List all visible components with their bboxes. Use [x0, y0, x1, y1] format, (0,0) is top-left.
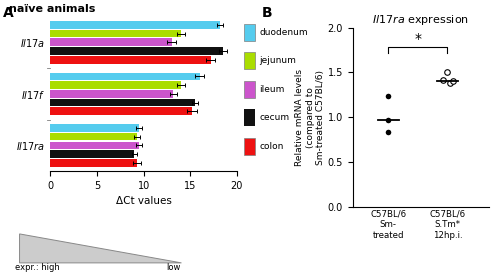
Y-axis label: Relative mRNA levels
(compared to
Sm-treated C57BL/6): Relative mRNA levels (compared to Sm-tre… — [295, 69, 325, 166]
Bar — [50, 73, 200, 80]
Text: jejunum: jejunum — [259, 56, 296, 65]
X-axis label: ΔCt values: ΔCt values — [116, 197, 171, 206]
Point — [450, 79, 458, 84]
Bar — [243, 109, 255, 126]
Bar — [50, 47, 223, 55]
Bar — [50, 81, 181, 89]
Bar — [243, 81, 255, 98]
Text: B: B — [262, 6, 273, 20]
Text: A: A — [3, 6, 13, 20]
Text: ileum: ileum — [259, 85, 284, 94]
Bar — [50, 150, 134, 158]
Bar — [50, 56, 211, 63]
Bar — [50, 124, 139, 132]
Text: cecum: cecum — [259, 113, 289, 122]
Point — [384, 94, 392, 98]
Bar — [50, 99, 195, 106]
Point — [444, 70, 452, 75]
Text: naïve animals: naïve animals — [10, 4, 96, 14]
Bar — [50, 38, 171, 46]
Bar — [243, 138, 255, 155]
Point — [447, 81, 455, 86]
Bar — [50, 159, 137, 167]
Bar — [50, 142, 139, 149]
Bar — [50, 30, 181, 38]
Text: duodenum: duodenum — [259, 28, 307, 36]
Point — [384, 129, 392, 134]
Text: colon: colon — [259, 142, 283, 151]
Title: $\mathit{Il17ra}$ expression: $\mathit{Il17ra}$ expression — [372, 14, 469, 27]
Bar — [243, 52, 255, 69]
Bar — [50, 107, 192, 115]
Text: low: low — [166, 263, 180, 272]
Point — [439, 77, 448, 82]
Polygon shape — [20, 234, 181, 263]
Bar — [50, 90, 173, 98]
Text: expr.: high: expr.: high — [15, 263, 60, 272]
Bar — [50, 133, 137, 140]
Point — [384, 118, 392, 122]
Bar — [50, 21, 220, 29]
Text: *: * — [414, 31, 421, 46]
Bar — [243, 23, 255, 41]
